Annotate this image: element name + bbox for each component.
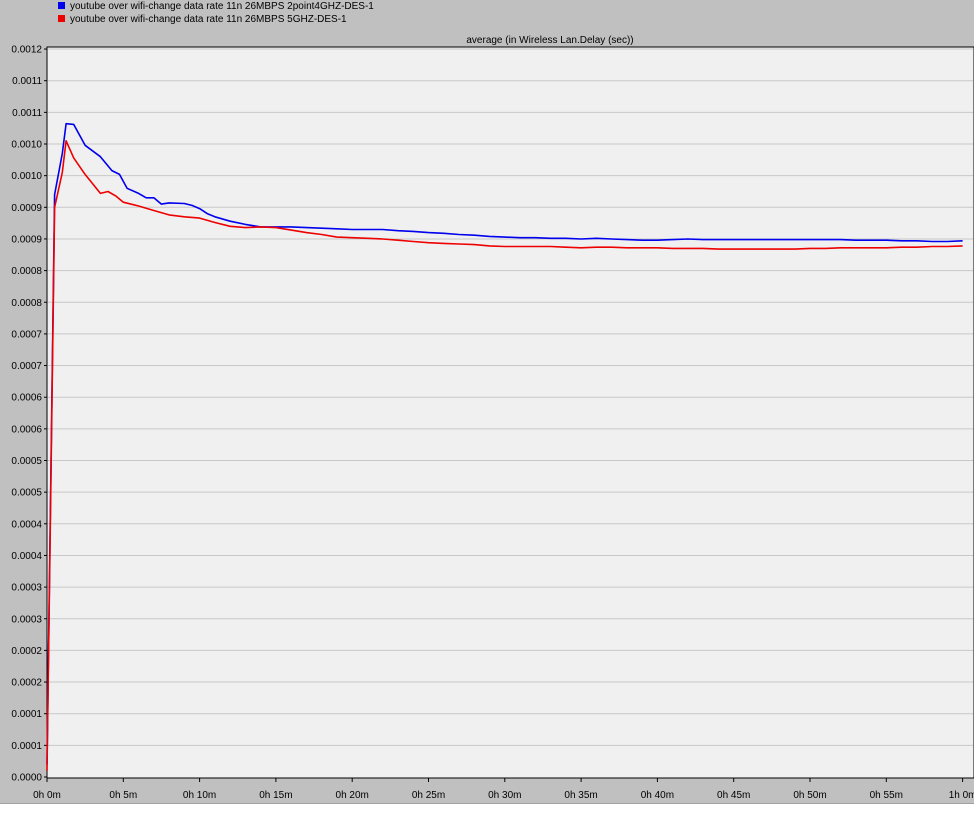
- y-tick-label: 0.0006: [11, 393, 42, 404]
- chart-title: average (in Wireless Lan.Delay (sec)): [466, 35, 633, 46]
- y-tick-label: 0.0005: [11, 456, 42, 467]
- y-tick-label: 0.0009: [11, 234, 42, 245]
- series-line-1: [46, 140, 963, 771]
- legend-item-2point4ghz: youtube over wifi-change data rate 11n 2…: [58, 0, 374, 13]
- legend-label: youtube over wifi-change data rate 11n 2…: [70, 1, 374, 12]
- x-tick-label: 0h 15m: [259, 790, 292, 801]
- x-tick-label: 0h 45m: [717, 790, 750, 801]
- y-tick-label: 0.0002: [11, 646, 42, 657]
- x-axis: 0h 0m 0h 5m 0h 10m 0h 15m 0h 20m 0h 25m 0h 30m…: [33, 778, 974, 801]
- y-tick-label: 0.0003: [11, 614, 42, 625]
- legend-swatch-blue: [58, 1, 65, 9]
- y-tick-label: 0.0005: [11, 488, 42, 499]
- x-tick-label: 1h 0m: [949, 790, 974, 801]
- x-tick-label: 0h 25m: [412, 790, 445, 801]
- y-tick-label: 0.0001: [11, 709, 42, 720]
- y-axis: 0.0000 0.0001 0.0001 0.0002 0.0002 0.0003 0.00…: [11, 45, 47, 784]
- x-tick-label: 0h 35m: [564, 790, 597, 801]
- series-lines: [46, 122, 963, 771]
- x-tick-label: 0h 30m: [488, 790, 521, 801]
- x-tick-label: 0h 55m: [870, 790, 903, 801]
- gridlines: [48, 48, 973, 746]
- y-tick-label: 0.0010: [11, 140, 42, 151]
- y-tick-label: 0.0007: [11, 329, 42, 340]
- plot-area: [46, 46, 974, 779]
- x-tick-label: 0h 20m: [336, 790, 369, 801]
- x-tick-label: 0h 10m: [183, 790, 216, 801]
- series-line-0: [46, 122, 963, 765]
- y-tick-label: 0.0011: [12, 108, 42, 119]
- y-tick-label: 0.0008: [11, 298, 42, 309]
- x-tick-label: 0h 40m: [641, 790, 674, 801]
- legend-swatch-red: [58, 14, 65, 22]
- x-tick-label: 0h 0m: [33, 790, 61, 801]
- legend-label: youtube over wifi-change data rate 11n 2…: [70, 14, 347, 25]
- y-tick-label: 0.0004: [11, 551, 42, 562]
- y-tick-label: 0.0009: [11, 203, 42, 214]
- y-tick-label: 0.0007: [11, 361, 42, 372]
- y-tick-label: 0.0003: [11, 583, 42, 594]
- legend: youtube over wifi-change data rate 11n 2…: [58, 0, 374, 26]
- y-tick-label: 0.0011: [12, 76, 42, 87]
- y-tick-label: 0.0001: [11, 741, 42, 752]
- legend-item-5ghz: youtube over wifi-change data rate 11n 2…: [58, 13, 374, 26]
- x-tick-label: 0h 50m: [793, 790, 826, 801]
- y-tick-label: 0.0008: [11, 266, 42, 277]
- y-tick-label: 0.0002: [11, 678, 42, 689]
- y-tick-label: 0.0010: [11, 171, 42, 182]
- y-tick-label: 0.0012: [11, 45, 42, 56]
- y-tick-label: 0.0004: [11, 519, 42, 530]
- status-strip: [0, 803, 974, 815]
- y-tick-label: 0.0006: [11, 424, 42, 435]
- y-tick-label: 0.0000: [11, 773, 42, 784]
- x-tick-label: 0h 5m: [109, 790, 137, 801]
